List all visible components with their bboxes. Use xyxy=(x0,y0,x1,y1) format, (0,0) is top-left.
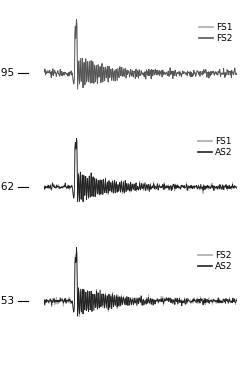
AS2 xyxy=(158,297,161,302)
Line: FS1: FS1 xyxy=(44,139,237,201)
FS1 xyxy=(201,69,204,74)
Legend: FS1, AS2: FS1, AS2 xyxy=(198,137,233,157)
FS2 xyxy=(76,87,79,91)
FS2 xyxy=(42,297,45,301)
Line: AS2: AS2 xyxy=(44,138,237,202)
AS2 xyxy=(231,185,234,190)
AS2 xyxy=(231,296,234,300)
AS2 xyxy=(42,298,45,303)
FS1 xyxy=(158,68,161,73)
Line: FS2: FS2 xyxy=(44,18,237,89)
AS2 xyxy=(76,313,79,318)
FS2 xyxy=(201,300,204,304)
AS2 xyxy=(135,181,137,185)
AS2 xyxy=(147,185,150,190)
AS2 xyxy=(135,296,137,301)
FS2 xyxy=(136,71,139,76)
FS1 xyxy=(42,182,45,187)
FS1 xyxy=(158,181,161,186)
FS2 xyxy=(158,297,161,302)
AS2 xyxy=(201,300,204,304)
AS2 xyxy=(147,297,150,302)
Text: 0.62: 0.62 xyxy=(0,182,15,192)
Text: 0.95: 0.95 xyxy=(0,68,15,78)
FS2 xyxy=(135,67,137,71)
FS2 xyxy=(42,67,45,72)
Legend: FS1, FS2: FS1, FS2 xyxy=(199,23,233,43)
Legend: FS2, AS2: FS2, AS2 xyxy=(198,251,233,271)
Line: FS2: FS2 xyxy=(44,246,237,317)
AS2 xyxy=(235,186,238,190)
AS2 xyxy=(136,300,139,304)
FS1 xyxy=(82,199,84,203)
FS1 xyxy=(76,87,79,91)
Line: FS1: FS1 xyxy=(44,18,237,89)
FS1 xyxy=(135,180,137,184)
AS2 xyxy=(136,187,139,191)
AS2 xyxy=(82,199,84,204)
FS1 xyxy=(75,137,78,141)
FS1 xyxy=(235,186,238,190)
FS1 xyxy=(75,15,78,20)
FS2 xyxy=(75,16,78,20)
FS2 xyxy=(75,244,78,249)
FS1 xyxy=(201,186,204,190)
FS2 xyxy=(201,69,204,74)
FS2 xyxy=(235,299,238,303)
FS2 xyxy=(235,71,238,76)
FS1 xyxy=(147,185,150,189)
FS1 xyxy=(135,67,137,71)
FS2 xyxy=(158,68,161,73)
FS2 xyxy=(231,295,234,300)
AS2 xyxy=(75,245,78,249)
Line: AS2: AS2 xyxy=(44,247,237,316)
FS2 xyxy=(231,70,234,75)
FS1 xyxy=(147,67,150,71)
FS2 xyxy=(147,300,150,304)
AS2 xyxy=(42,182,45,187)
FS1 xyxy=(231,70,234,74)
Text: 0.53: 0.53 xyxy=(0,296,15,306)
FS2 xyxy=(136,300,139,304)
AS2 xyxy=(201,186,204,190)
FS1 xyxy=(235,71,238,76)
FS1 xyxy=(136,188,139,192)
FS2 xyxy=(135,295,137,300)
AS2 xyxy=(75,136,78,140)
FS1 xyxy=(42,67,45,72)
FS1 xyxy=(231,185,234,190)
FS2 xyxy=(76,315,79,319)
FS2 xyxy=(147,67,150,71)
AS2 xyxy=(235,298,238,303)
AS2 xyxy=(158,183,161,187)
FS1 xyxy=(136,71,139,76)
